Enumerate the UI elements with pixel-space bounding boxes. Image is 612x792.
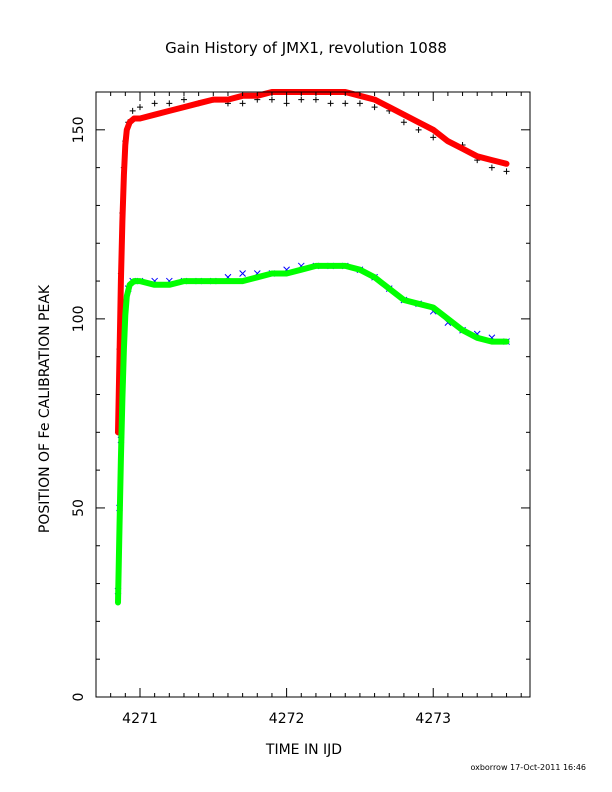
series-0-point: [129, 107, 136, 114]
y-tick-label: 100: [71, 306, 87, 333]
series-0-point: [312, 96, 319, 103]
series-0-point: [136, 104, 143, 111]
series-0-point: [371, 104, 378, 111]
series-0-point: [342, 100, 349, 107]
series-1-point: [239, 270, 246, 277]
y-tick-label: 50: [71, 499, 87, 517]
series-0-point: [180, 96, 187, 103]
axis-layer: 4271 4272 4273 0 50 100 150: [71, 91, 530, 727]
y-axis-label: POSITION OF Fe CALIBRATION PEAK: [37, 284, 53, 533]
chart-title: Gain History of JMX1, revolution 1088: [165, 39, 447, 57]
y-tick-label: 150: [71, 116, 87, 143]
series-0-point: [239, 100, 246, 107]
series-0-point: [488, 164, 495, 171]
series-0-point: [503, 168, 510, 175]
series-0-point: [298, 96, 305, 103]
x-tick-label: 4271: [122, 711, 158, 727]
series-0-point: [151, 100, 158, 107]
y-tick-label: 0: [71, 693, 87, 702]
x-axis-label: TIME IN IJD: [265, 742, 342, 758]
footer-credit: oxborrow 17-Oct-2011 16:46: [470, 763, 586, 772]
series-0-point: [415, 126, 422, 133]
x-tick-label: 4272: [269, 711, 305, 727]
series-0-point: [283, 100, 290, 107]
series-0-point: [166, 100, 173, 107]
series-3-line: [115, 262, 510, 606]
series-0-point: [400, 119, 407, 126]
series-0-point: [268, 96, 275, 103]
series-0-point: [327, 100, 334, 107]
series-0-point: [356, 100, 363, 107]
series-0-point: [430, 134, 437, 141]
x-tick-label: 4273: [415, 711, 451, 727]
plot-area: 4271 4272 4273 0 50 100 150: [71, 89, 531, 727]
